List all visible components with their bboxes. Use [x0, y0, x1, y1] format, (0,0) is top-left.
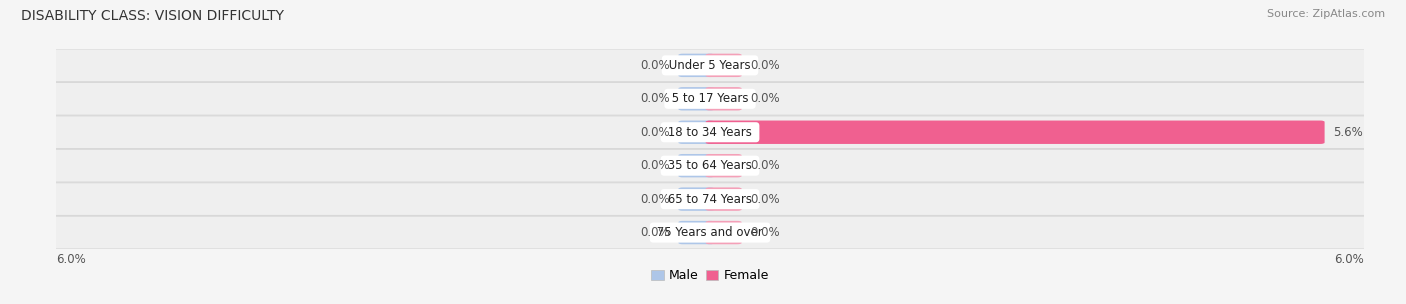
Text: 0.0%: 0.0%: [640, 193, 669, 206]
FancyBboxPatch shape: [706, 187, 741, 211]
Text: Source: ZipAtlas.com: Source: ZipAtlas.com: [1267, 9, 1385, 19]
FancyBboxPatch shape: [48, 49, 1372, 82]
Text: 18 to 34 Years: 18 to 34 Years: [664, 126, 756, 139]
Text: 75 Years and over: 75 Years and over: [654, 226, 766, 239]
FancyBboxPatch shape: [706, 154, 741, 177]
FancyBboxPatch shape: [48, 183, 1372, 216]
FancyBboxPatch shape: [706, 54, 741, 77]
FancyBboxPatch shape: [706, 221, 741, 244]
Text: 0.0%: 0.0%: [751, 226, 780, 239]
Text: 0.0%: 0.0%: [751, 92, 780, 105]
FancyBboxPatch shape: [679, 154, 714, 177]
FancyBboxPatch shape: [706, 121, 1324, 144]
Text: 0.0%: 0.0%: [640, 226, 669, 239]
Text: 65 to 74 Years: 65 to 74 Years: [664, 193, 756, 206]
FancyBboxPatch shape: [48, 149, 1372, 182]
Text: 0.0%: 0.0%: [640, 126, 669, 139]
Text: 0.0%: 0.0%: [751, 59, 780, 72]
FancyBboxPatch shape: [48, 116, 1372, 149]
FancyBboxPatch shape: [48, 82, 1372, 115]
Text: 0.0%: 0.0%: [640, 59, 669, 72]
Text: 0.0%: 0.0%: [751, 159, 780, 172]
Text: DISABILITY CLASS: VISION DIFFICULTY: DISABILITY CLASS: VISION DIFFICULTY: [21, 9, 284, 23]
FancyBboxPatch shape: [679, 121, 714, 144]
Text: 35 to 64 Years: 35 to 64 Years: [664, 159, 756, 172]
FancyBboxPatch shape: [679, 87, 714, 111]
Text: 5 to 17 Years: 5 to 17 Years: [668, 92, 752, 105]
Text: 6.0%: 6.0%: [1334, 254, 1364, 267]
FancyBboxPatch shape: [679, 54, 714, 77]
Text: 6.0%: 6.0%: [56, 254, 86, 267]
FancyBboxPatch shape: [48, 216, 1372, 249]
FancyBboxPatch shape: [679, 221, 714, 244]
Text: 0.0%: 0.0%: [640, 159, 669, 172]
Text: 5.6%: 5.6%: [1333, 126, 1362, 139]
Legend: Male, Female: Male, Female: [647, 264, 773, 287]
Text: Under 5 Years: Under 5 Years: [665, 59, 755, 72]
FancyBboxPatch shape: [679, 187, 714, 211]
Text: 0.0%: 0.0%: [640, 92, 669, 105]
FancyBboxPatch shape: [706, 87, 741, 111]
Text: 0.0%: 0.0%: [751, 193, 780, 206]
